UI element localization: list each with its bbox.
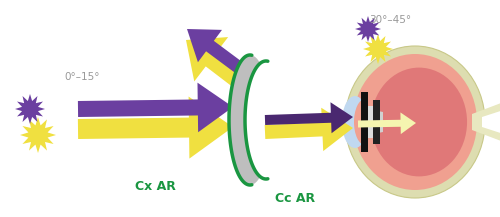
Polygon shape: [78, 97, 233, 159]
Polygon shape: [20, 117, 56, 153]
Circle shape: [22, 101, 38, 117]
Polygon shape: [265, 102, 353, 133]
Text: 30°–45°: 30°–45°: [369, 15, 411, 25]
Polygon shape: [15, 94, 45, 124]
Polygon shape: [373, 100, 380, 144]
Polygon shape: [472, 97, 500, 147]
Polygon shape: [361, 92, 368, 152]
Ellipse shape: [345, 46, 485, 198]
Ellipse shape: [354, 99, 376, 145]
Circle shape: [361, 22, 375, 36]
Ellipse shape: [371, 68, 467, 176]
Polygon shape: [264, 108, 353, 151]
Ellipse shape: [342, 96, 368, 148]
Polygon shape: [373, 110, 383, 134]
Ellipse shape: [353, 54, 477, 190]
Ellipse shape: [229, 55, 271, 185]
Ellipse shape: [245, 61, 287, 179]
Text: Cx AR: Cx AR: [134, 181, 175, 194]
Text: 0°–15°: 0°–15°: [64, 72, 100, 82]
Polygon shape: [78, 83, 233, 132]
Polygon shape: [358, 112, 416, 134]
Circle shape: [28, 126, 48, 144]
Polygon shape: [482, 104, 500, 140]
Polygon shape: [363, 34, 393, 64]
Text: Cc AR: Cc AR: [275, 192, 315, 205]
Polygon shape: [186, 37, 264, 102]
Circle shape: [370, 41, 386, 57]
Polygon shape: [187, 29, 269, 92]
Polygon shape: [368, 106, 373, 138]
Polygon shape: [355, 16, 381, 42]
